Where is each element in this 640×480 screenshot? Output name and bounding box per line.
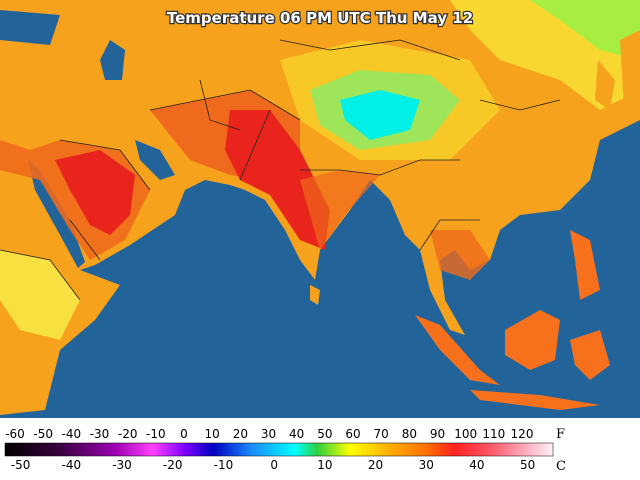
black-sea — [0, 10, 60, 45]
fahrenheit-label: 40 — [289, 427, 304, 441]
sulawesi — [570, 330, 610, 380]
fahrenheit-label: 120 — [511, 427, 534, 441]
java — [470, 390, 600, 410]
celsius-label: 20 — [368, 458, 383, 472]
fahrenheit-label: 60 — [345, 427, 360, 441]
fahrenheit-label: 90 — [430, 427, 445, 441]
fahrenheit-label: 50 — [317, 427, 332, 441]
celsius-label: 0 — [270, 458, 278, 472]
japan — [620, 30, 640, 125]
fahrenheit-label: 80 — [402, 427, 417, 441]
fahrenheit-label: 20 — [233, 427, 248, 441]
unit-c: C — [556, 459, 566, 474]
celsius-label: -30 — [112, 458, 132, 472]
borneo — [505, 310, 560, 370]
fahrenheit-label: -40 — [62, 427, 82, 441]
land — [0, 0, 640, 415]
celsius-label: -50 — [11, 458, 31, 472]
fahrenheit-label: -10 — [146, 427, 166, 441]
fahrenheit-label: -30 — [90, 427, 110, 441]
celsius-label: 40 — [469, 458, 484, 472]
celsius-label: 50 — [520, 458, 535, 472]
korea — [595, 60, 615, 110]
color-scale — [4, 442, 554, 457]
unit-f: F — [556, 427, 565, 442]
fahrenheit-label: -20 — [118, 427, 138, 441]
philippines — [570, 230, 600, 300]
fahrenheit-label: 110 — [482, 427, 505, 441]
caspian-sea — [100, 40, 125, 80]
fahrenheit-label: 100 — [454, 427, 477, 441]
fahrenheit-label: 0 — [180, 427, 188, 441]
sri-lanka — [310, 285, 320, 305]
sumatra — [415, 315, 500, 385]
red-sea — [28, 160, 85, 268]
fahrenheit-label: 30 — [261, 427, 276, 441]
celsius-label: -10 — [214, 458, 234, 472]
celsius-label: 30 — [419, 458, 434, 472]
fahrenheit-label: 70 — [374, 427, 389, 441]
persian-gulf — [135, 140, 175, 180]
map-title: Temperature 06 PM UTC Thu May 12 — [167, 9, 473, 27]
celsius-label: -20 — [163, 458, 183, 472]
fahrenheit-label: -50 — [33, 427, 53, 441]
celsius-label: 10 — [317, 458, 332, 472]
celsius-label: -40 — [62, 458, 82, 472]
fahrenheit-label: -60 — [5, 427, 25, 441]
fahrenheit-label: 10 — [205, 427, 220, 441]
